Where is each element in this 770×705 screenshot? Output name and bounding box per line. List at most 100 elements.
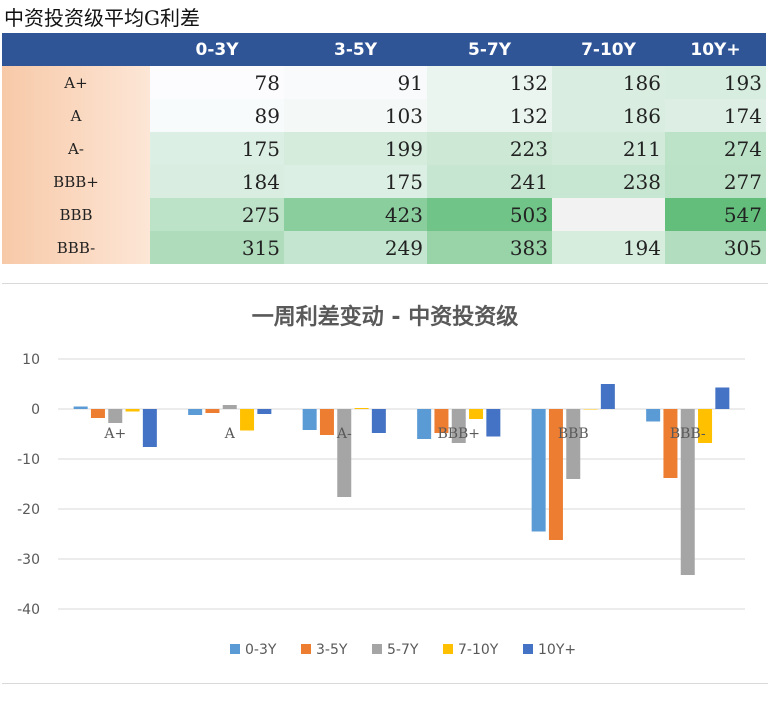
table-cell: 91 — [284, 66, 427, 99]
spread-table: 0-3Y 3-5Y 5-7Y 7-10Y 10Y+ A+ 78 91 132 186 19… — [2, 33, 766, 264]
table-cell: 238 — [552, 165, 665, 198]
bar — [319, 409, 334, 435]
legend-label: 7-10Y — [458, 642, 499, 658]
corner-cell — [2, 33, 150, 66]
table-row: A- 175 199 223 211 274 — [2, 132, 766, 165]
bar — [73, 406, 88, 409]
table-cell: 175 — [150, 132, 284, 165]
legend-label: 3-5Y — [316, 642, 348, 658]
table-cell: 193 — [665, 66, 766, 99]
table-cell: 503 — [427, 198, 552, 231]
column-header: 0-3Y — [150, 33, 284, 66]
bar — [125, 409, 140, 412]
divider — [2, 683, 768, 684]
table-cell: 423 — [284, 198, 427, 231]
bar — [646, 409, 661, 422]
bar — [108, 409, 123, 423]
bar — [302, 409, 317, 430]
table-cell: 383 — [427, 231, 552, 264]
divider — [2, 283, 768, 284]
table-cell: 175 — [284, 165, 427, 198]
table-cell: 78 — [150, 66, 284, 99]
category-label: BBB — [558, 426, 589, 442]
table-cell: 275 — [150, 198, 284, 231]
bar — [600, 384, 615, 409]
table-cell: 186 — [552, 99, 665, 132]
row-label: BBB- — [2, 231, 150, 264]
column-header: 10Y+ — [665, 33, 766, 66]
bar — [583, 409, 598, 410]
y-tick-label: -40 — [17, 602, 40, 618]
column-header: 3-5Y — [284, 33, 427, 66]
bar — [469, 409, 484, 419]
page-title: 中资投资级平均G利差 — [4, 6, 200, 30]
y-tick-label: -20 — [17, 502, 40, 518]
bar-chart: 一周利差变动 - 中资投资级 10 0 -10 -20 -30 -40 A+ A A- BBB+ BB… — [17, 304, 745, 658]
legend-swatch — [301, 644, 311, 654]
table-cell: 305 — [665, 231, 766, 264]
row-label: A+ — [2, 66, 150, 99]
table-cell: 249 — [284, 231, 427, 264]
legend-label: 10Y+ — [538, 642, 576, 658]
table-cell: 186 — [552, 66, 665, 99]
chart-title: 一周利差变动 - 中资投资级 — [252, 304, 518, 330]
column-header: 5-7Y — [427, 33, 552, 66]
table-row: A+ 78 91 132 186 193 — [2, 66, 766, 99]
category-label: A — [224, 426, 236, 442]
bar — [663, 409, 678, 478]
table-cell: 174 — [665, 99, 766, 132]
bar — [188, 409, 203, 415]
y-tick-label: -10 — [17, 452, 40, 468]
legend-swatch — [372, 644, 382, 654]
category-label: BBB+ — [437, 426, 480, 442]
row-label: A- — [2, 132, 150, 165]
table-row: BBB 275 423 503 547 — [2, 198, 766, 231]
table-cell: 199 — [284, 132, 427, 165]
bar — [715, 387, 730, 409]
row-label: BBB+ — [2, 165, 150, 198]
legend-swatch — [230, 644, 240, 654]
table-body: A+ 78 91 132 186 193 A 89 103 132 186 174 A- 175 199 22… — [2, 66, 766, 264]
bar — [698, 409, 713, 443]
table-cell: 315 — [150, 231, 284, 264]
bar — [434, 409, 449, 433]
table-cell — [552, 198, 665, 231]
bar — [680, 409, 695, 575]
column-header: 7-10Y — [552, 33, 665, 66]
y-tick-label: -30 — [17, 552, 40, 568]
bar — [566, 409, 581, 479]
legend-swatch — [523, 644, 533, 654]
category-label: A- — [336, 426, 352, 442]
table-row: BBB- 315 249 383 194 305 — [2, 231, 766, 264]
legend-swatch — [443, 644, 453, 654]
legend-label: 5-7Y — [387, 642, 419, 658]
table-cell: 211 — [552, 132, 665, 165]
table-cell: 547 — [665, 198, 766, 231]
bar — [205, 409, 220, 413]
bar — [222, 405, 237, 409]
table-cell: 184 — [150, 165, 284, 198]
table-cell: 89 — [150, 99, 284, 132]
row-label: A — [2, 99, 150, 132]
table-cell: 194 — [552, 231, 665, 264]
table-header-row: 0-3Y 3-5Y 5-7Y 7-10Y 10Y+ — [2, 33, 766, 66]
bar — [337, 409, 352, 497]
bar — [417, 409, 432, 439]
table-cell: 132 — [427, 66, 552, 99]
table-cell: 223 — [427, 132, 552, 165]
bar — [240, 409, 255, 431]
bar — [257, 409, 272, 414]
bar — [486, 409, 501, 437]
bar — [354, 408, 369, 409]
bar — [451, 409, 466, 443]
bar — [90, 409, 105, 418]
bar — [531, 409, 546, 532]
bar — [548, 409, 563, 540]
category-label: BBB- — [670, 426, 706, 442]
table-cell: 241 — [427, 165, 552, 198]
row-label: BBB — [2, 198, 150, 231]
category-label: A+ — [103, 426, 126, 442]
y-tick-label: 10 — [22, 352, 40, 368]
table-cell: 132 — [427, 99, 552, 132]
table-row: BBB+ 184 175 241 238 277 — [2, 165, 766, 198]
